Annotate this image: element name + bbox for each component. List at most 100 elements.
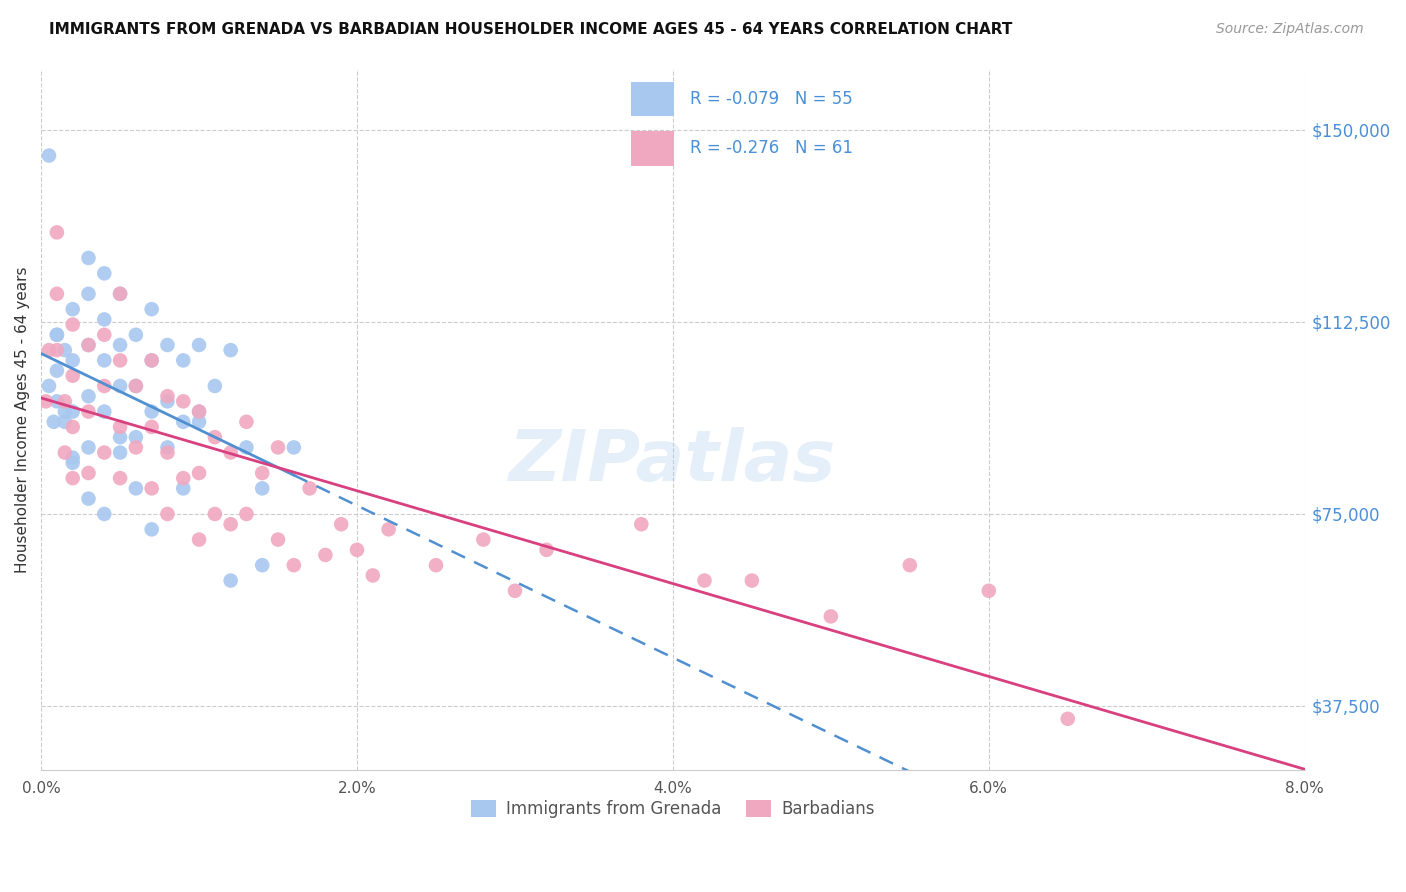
Point xyxy=(898,558,921,573)
Point xyxy=(156,394,179,409)
Point xyxy=(38,148,60,162)
Point xyxy=(741,574,763,588)
Point xyxy=(252,482,274,496)
Point xyxy=(1056,712,1078,726)
Point xyxy=(108,338,131,352)
Point xyxy=(62,353,84,368)
Point xyxy=(314,548,336,562)
Point xyxy=(141,353,163,368)
Point xyxy=(125,482,148,496)
Point xyxy=(45,363,67,377)
FancyBboxPatch shape xyxy=(631,131,675,166)
Point xyxy=(330,517,353,532)
Point xyxy=(156,338,179,352)
Point xyxy=(108,430,131,444)
Point xyxy=(472,533,495,547)
Text: IMMIGRANTS FROM GRENADA VS BARBADIAN HOUSEHOLDER INCOME AGES 45 - 64 YEARS CORRE: IMMIGRANTS FROM GRENADA VS BARBADIAN HOU… xyxy=(49,22,1012,37)
Point xyxy=(219,574,242,588)
FancyBboxPatch shape xyxy=(631,82,675,116)
Point xyxy=(141,482,163,496)
Point xyxy=(62,456,84,470)
Point xyxy=(172,482,194,496)
Point xyxy=(93,266,115,280)
Legend: Immigrants from Grenada, Barbadians: Immigrants from Grenada, Barbadians xyxy=(464,793,882,825)
Point xyxy=(93,507,115,521)
Point xyxy=(125,430,148,444)
Point xyxy=(77,338,100,352)
Point xyxy=(77,441,100,455)
Point xyxy=(77,404,100,418)
Point xyxy=(219,517,242,532)
Point xyxy=(108,420,131,434)
Point xyxy=(77,466,100,480)
Point xyxy=(219,343,242,358)
Point xyxy=(45,286,67,301)
Point xyxy=(93,327,115,342)
Point xyxy=(141,404,163,418)
Point xyxy=(361,568,384,582)
Point xyxy=(188,415,211,429)
Text: ZIPatlas: ZIPatlas xyxy=(509,427,837,496)
Point xyxy=(156,389,179,403)
Point xyxy=(62,368,84,383)
Point xyxy=(53,343,76,358)
Point xyxy=(267,441,290,455)
Point xyxy=(425,558,447,573)
Point xyxy=(283,558,305,573)
Point xyxy=(45,327,67,342)
Point xyxy=(141,353,163,368)
Point xyxy=(141,302,163,317)
Point xyxy=(172,415,194,429)
Point xyxy=(820,609,842,624)
Point xyxy=(53,415,76,429)
Point xyxy=(172,353,194,368)
Point xyxy=(298,482,321,496)
Point xyxy=(125,379,148,393)
Point xyxy=(108,286,131,301)
Point xyxy=(108,353,131,368)
Point xyxy=(45,226,67,240)
Point xyxy=(172,394,194,409)
Point xyxy=(93,353,115,368)
Point xyxy=(108,445,131,459)
Point xyxy=(377,522,399,536)
Point xyxy=(188,533,211,547)
Point xyxy=(188,338,211,352)
Point xyxy=(77,286,100,301)
Point xyxy=(38,343,60,358)
Point xyxy=(53,394,76,409)
Point xyxy=(125,327,148,342)
Point xyxy=(188,404,211,418)
Text: R = -0.079   N = 55: R = -0.079 N = 55 xyxy=(690,90,852,108)
Point xyxy=(156,441,179,455)
Point xyxy=(62,302,84,317)
Point xyxy=(108,286,131,301)
Point xyxy=(693,574,716,588)
Point xyxy=(125,379,148,393)
Point xyxy=(188,466,211,480)
Point xyxy=(156,507,179,521)
Point xyxy=(35,394,58,409)
Point xyxy=(62,404,84,418)
Point xyxy=(630,517,652,532)
Point xyxy=(108,471,131,485)
Point xyxy=(536,542,558,557)
Y-axis label: Householder Income Ages 45 - 64 years: Householder Income Ages 45 - 64 years xyxy=(15,266,30,573)
Point xyxy=(235,415,257,429)
Point xyxy=(235,441,257,455)
Text: Source: ZipAtlas.com: Source: ZipAtlas.com xyxy=(1216,22,1364,37)
Point xyxy=(141,420,163,434)
Point xyxy=(204,507,226,521)
Point xyxy=(53,404,76,418)
Point xyxy=(62,471,84,485)
Point xyxy=(42,415,65,429)
Point xyxy=(204,430,226,444)
Point xyxy=(219,445,242,459)
Point xyxy=(77,491,100,506)
Point xyxy=(38,379,60,393)
Point xyxy=(172,471,194,485)
Point xyxy=(125,441,148,455)
Point xyxy=(204,379,226,393)
Text: R = -0.276   N = 61: R = -0.276 N = 61 xyxy=(690,139,853,157)
Point xyxy=(53,445,76,459)
